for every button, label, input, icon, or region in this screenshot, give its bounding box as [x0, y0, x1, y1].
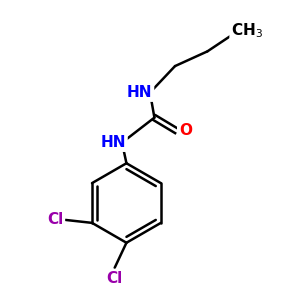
Text: HN: HN [100, 135, 126, 150]
Text: Cl: Cl [47, 212, 63, 227]
Text: CH$_3$: CH$_3$ [231, 21, 263, 40]
Text: Cl: Cl [106, 271, 123, 286]
Text: HN: HN [127, 85, 152, 100]
Text: O: O [179, 123, 192, 138]
